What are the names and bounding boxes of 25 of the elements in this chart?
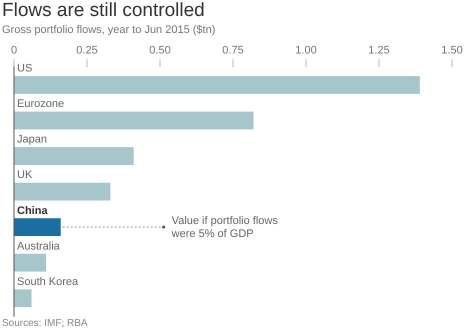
bar [14,182,110,200]
x-tick-label: 1.50 [441,44,463,57]
bar [14,254,46,272]
y-tick-label: UK [17,169,33,182]
source-note: Sources: IMF; RBA [2,318,88,329]
bar [14,218,61,236]
chart-title: Flows are still controlled [2,0,205,22]
x-tick-label: 1.25 [368,44,390,57]
y-tick-label: Australia [17,240,61,252]
bar [14,112,254,130]
y-tick-label: Eurozone [17,98,64,110]
bar [14,147,134,165]
x-tick-label: 1.00 [295,44,317,57]
y-tick-label: Japan [17,134,47,146]
y-tick-label: South Korea [17,276,80,288]
x-tick-label: 0.25 [76,44,98,57]
bar [14,76,420,94]
x-tick-label: 0.75 [222,44,244,57]
y-tick-label: China [17,204,48,217]
x-tick-label: 0 [10,44,18,57]
y-tick-label: US [17,62,32,75]
annotation: Value if portfolio flows were 5% of GDP [170,215,278,240]
bar [14,289,32,308]
x-tick-label: 0.50 [149,44,171,57]
chart-subtitle: Gross portfolio flows, year to Jun 2015 ($tn) [2,24,216,36]
